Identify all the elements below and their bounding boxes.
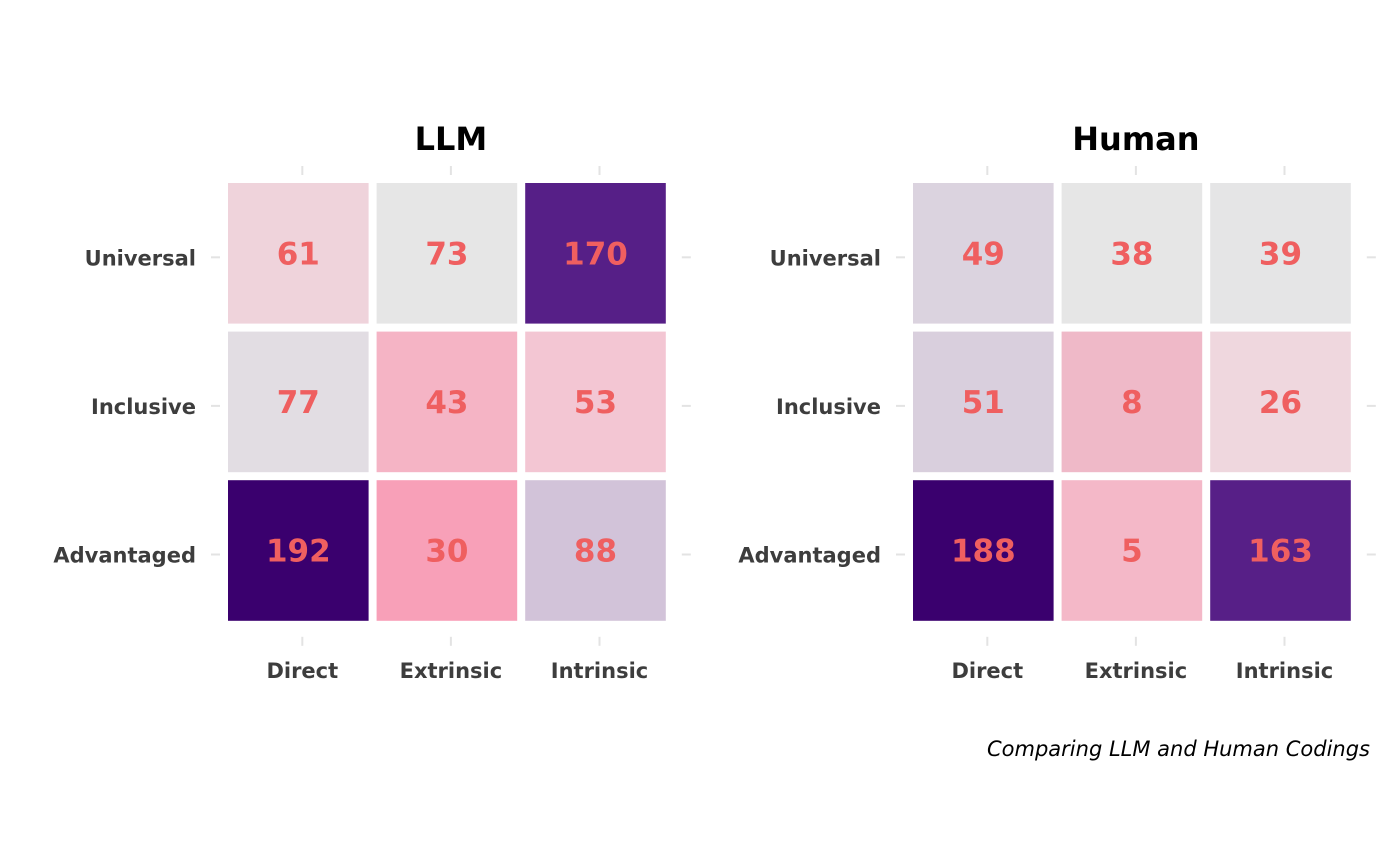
heatmap-cell [376,480,518,621]
heatmap-panel-human: Human Direct Extrinsic Intrinsic Universal In… [738,120,1376,683]
cell-value-label: 8 [1121,385,1143,421]
heatmap-cell [228,480,369,621]
y-tick-label: Advantaged [738,544,881,568]
cell-value-label: 39 [1259,236,1302,272]
heatmap-cell [1210,183,1351,324]
cell-value-label: 61 [277,236,320,272]
heatmap-cell [1210,480,1351,621]
x-tick-label: Extrinsic [400,659,503,683]
cell-value-label: 188 [951,534,1016,570]
x-tick-label: Direct [266,659,338,683]
heatmap-cell [525,183,666,324]
figure-caption: Comparing LLM and Human Codings [987,737,1370,761]
y-tick-label: Inclusive [91,395,196,419]
cell-value-label: 38 [1110,236,1153,272]
heatmap-cell [228,331,369,473]
cell-value-label: 51 [962,385,1005,421]
cell-value-label: 163 [1248,534,1313,570]
heatmap-cell [913,480,1054,621]
y-tick-label: Inclusive [776,395,881,419]
cell-value-label: 5 [1121,534,1143,570]
cell-value-label: 88 [574,534,617,570]
heatmap-panel-llm: LLM Direct Extrinsic Intrinsic Universal Incl… [53,120,691,683]
heatmap-cell [525,480,666,621]
cell-value-label: 170 [563,236,628,272]
heatmap-cell [913,183,1054,324]
x-tick-label: Extrinsic [1085,659,1188,683]
x-tick-label: Intrinsic [551,659,648,683]
cell-value-label: 53 [574,385,617,421]
panel-title: LLM [415,120,488,158]
cell-value-label: 43 [425,385,468,421]
heatmap-cell [525,331,666,473]
heatmap-cell [1061,331,1203,473]
x-tick-label: Direct [951,659,1023,683]
heatmap-cell [376,183,518,324]
y-tick-label: Universal [85,246,196,270]
cell-value-label: 49 [962,236,1005,272]
cell-value-label: 26 [1259,385,1302,421]
heatmap-cell [913,331,1054,473]
heatmap-cell [228,183,369,324]
cell-value-label: 30 [425,534,468,570]
y-tick-label: Universal [770,246,881,270]
cell-value-label: 192 [266,534,331,570]
heatmap-cell [376,331,518,473]
y-tick-label: Advantaged [53,544,196,568]
panel-title: Human [1072,120,1199,158]
x-tick-label: Intrinsic [1236,659,1333,683]
heatmap-cell [1210,331,1351,473]
heatmap-cell [1061,480,1203,621]
cell-value-label: 73 [425,236,468,272]
heatmap-cell [1061,183,1203,324]
cell-value-label: 77 [277,385,320,421]
